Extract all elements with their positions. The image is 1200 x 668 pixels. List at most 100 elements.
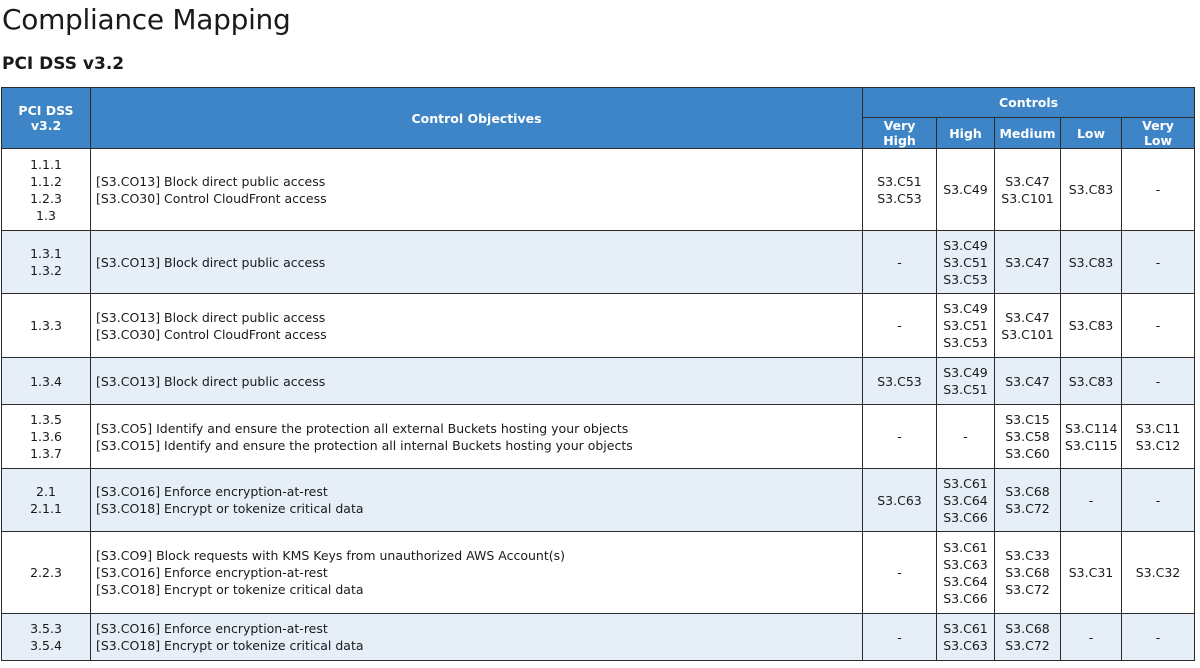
very-high-cell: S3.C51 S3.C53 (862, 148, 937, 231)
control-id: S3.C47 (1005, 309, 1050, 325)
requirement-id: 1.3.5 (30, 412, 62, 427)
control-objective: [S3.CO5] Identify and ensure the protect… (96, 420, 629, 436)
control-id: S3.C12 (1135, 437, 1181, 453)
high-cell: S3.C49 S3.C51 S3.C53 (936, 293, 995, 358)
control-id: S3.C49 (943, 365, 988, 380)
header-very-low: Very Low (1121, 117, 1195, 149)
high-cell: S3.C49 S3.C51 (936, 357, 995, 405)
objectives-cell: [S3.CO13] Block direct public access [S3.… (90, 148, 863, 231)
low-cell: S3.C83 (1060, 293, 1122, 358)
control-id: - (897, 318, 902, 333)
control-objective: [S3.CO30] Control CloudFront access (96, 190, 327, 206)
control-id: - (897, 565, 902, 580)
table-row: 2.2.3 [S3.CO9] Block requests with KMS Ke… (1, 531, 1195, 614)
control-id: S3.C33 (1005, 548, 1050, 563)
control-objective: [S3.CO16] Enforce encryption-at-rest (96, 565, 328, 580)
control-id: S3.C32 (1135, 565, 1181, 580)
requirement-cell: 1.3.1 1.3.2 (1, 230, 91, 294)
medium-cell: S3.C68 S3.C72 (994, 468, 1061, 532)
objectives-cell: [S3.CO13] Block direct public access [S3.… (90, 293, 863, 358)
very-low-cell: - (1121, 293, 1195, 358)
control-id: S3.C49 (943, 301, 988, 316)
medium-cell: S3.C47 (994, 357, 1061, 405)
requirement-id: 1.3 (36, 207, 56, 223)
very-low-cell: - (1121, 230, 1195, 294)
objectives-cell: [S3.CO13] Block direct public access (90, 230, 863, 294)
control-id: S3.C72 (1005, 582, 1050, 597)
control-id: - (1155, 629, 1161, 645)
very-high-cell: S3.C63 (862, 468, 937, 532)
control-id: S3.C51 (943, 382, 988, 397)
control-id: S3.C66 (943, 590, 988, 606)
control-id: S3.C83 (1068, 373, 1114, 389)
requirement-id: 2.1.1 (30, 501, 62, 516)
requirement-id: 1.1.2 (30, 173, 62, 189)
requirement-id: 1.3.3 (30, 318, 62, 333)
table-row: 1.1.1 1.1.2 1.2.3 1.3 [S3.CO13] Block direct… (1, 148, 1195, 231)
control-objective: [S3.CO16] Enforce encryption-at-rest (96, 621, 328, 636)
requirement-cell: 2.1 2.1.1 (1, 468, 91, 532)
medium-cell: S3.C47 S3.C101 (994, 293, 1061, 358)
control-id: S3.C66 (943, 509, 988, 525)
very-low-cell: S3.C32 (1121, 531, 1195, 614)
control-id: - (897, 429, 902, 444)
requirement-id: 3.5.3 (30, 621, 62, 636)
header-control-objectives: Control Objectives (90, 87, 863, 149)
control-objective: [S3.CO13] Block direct public access (96, 173, 326, 189)
control-id: - (897, 629, 902, 645)
control-id: S3.C63 (943, 638, 988, 653)
very-high-cell: S3.C53 (862, 357, 937, 405)
header-very-high: Very High (862, 117, 937, 149)
page-title: Compliance Mapping (2, 3, 291, 36)
high-cell: S3.C49 S3.C51 S3.C53 (936, 230, 995, 294)
control-objective: [S3.CO13] Block direct public access (96, 309, 326, 325)
requirement-cell: 1.1.1 1.1.2 1.2.3 1.3 (1, 148, 91, 231)
control-objective: [S3.CO18] Encrypt or tokenize critical d… (96, 501, 364, 516)
medium-cell: S3.C15 S3.C58 S3.C60 (994, 404, 1061, 469)
control-id: S3.C47 (1005, 173, 1050, 189)
control-id: S3.C47 (1005, 373, 1050, 389)
control-id: S3.C64 (943, 573, 988, 589)
control-id: S3.C101 (1001, 190, 1054, 206)
table-header: PCI DSS v3.2 Control Objectives Controls… (1, 87, 1195, 149)
control-id: S3.C63 (877, 492, 922, 508)
table-row: 1.3.5 1.3.6 1.3.7 [S3.CO5] Identify and ens… (1, 404, 1195, 469)
requirement-cell: 1.3.5 1.3.6 1.3.7 (1, 404, 91, 469)
requirement-id: 1.3.7 (30, 446, 62, 461)
high-cell: - (936, 404, 995, 469)
very-low-cell: - (1121, 613, 1195, 661)
control-objective: [S3.CO15] Identify and ensure the protec… (96, 437, 633, 453)
table-row: 2.1 2.1.1 [S3.CO16] Enforce encryption-at-… (1, 468, 1195, 532)
control-objective: [S3.CO9] Block requests with KMS Keys fr… (96, 548, 566, 563)
medium-cell: S3.C47 (994, 230, 1061, 294)
high-cell: S3.C49 (936, 148, 995, 231)
control-id: S3.C49 (943, 182, 988, 197)
control-id: S3.C31 (1068, 565, 1114, 580)
requirement-id: 2.1 (36, 484, 56, 499)
control-id: S3.C68 (1005, 565, 1050, 580)
requirement-cell: 1.3.3 (1, 293, 91, 358)
objectives-cell: [S3.CO5] Identify and ensure the protect… (90, 404, 863, 469)
table-row: 1.3.4 [S3.CO13] Block direct public acces… (1, 357, 1195, 405)
header-low: Low (1060, 117, 1122, 149)
control-objective: [S3.CO18] Encrypt or tokenize critical d… (96, 582, 364, 597)
control-id: - (1155, 182, 1161, 197)
requirement-id: 3.5.4 (30, 638, 62, 653)
compliance-mapping-table: PCI DSS v3.2 Control Objectives Controls… (1, 87, 1195, 661)
low-cell: S3.C114 S3.C115 (1060, 404, 1122, 469)
very-high-cell: - (862, 613, 937, 661)
control-id: S3.C63 (943, 556, 988, 572)
requirement-cell: 1.3.4 (1, 357, 91, 405)
requirement-id: 1.3.4 (30, 373, 62, 389)
low-cell: - (1060, 613, 1122, 661)
very-low-cell: - (1121, 148, 1195, 231)
requirement-id: 1.3.2 (30, 263, 62, 278)
control-id: S3.C47 (1005, 254, 1050, 270)
control-id: S3.C101 (1001, 326, 1054, 342)
control-id: - (1155, 373, 1161, 389)
very-high-cell: - (862, 230, 937, 294)
very-high-cell: - (862, 531, 937, 614)
requirement-cell: 2.2.3 (1, 531, 91, 614)
very-high-cell: - (862, 293, 937, 358)
